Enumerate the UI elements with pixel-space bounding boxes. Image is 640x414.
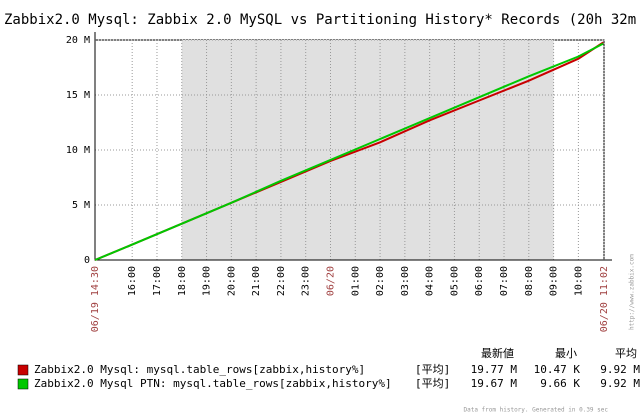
x-tick-label: 23:00	[301, 266, 312, 296]
stats-func: [平均]	[415, 363, 450, 376]
legend-label: Zabbix2.0 Mysql: mysql.table_rows[zabbix…	[34, 363, 365, 376]
stats-header: 最小	[555, 347, 577, 360]
stats-value: 19.77 M	[471, 363, 518, 376]
y-tick-label: 5 M	[72, 200, 90, 211]
x-tick-label: 17:00	[152, 266, 163, 296]
x-tick-label: 09:00	[549, 266, 560, 296]
y-tick-label: 0	[84, 255, 90, 266]
stats-value: 10.47 K	[534, 363, 581, 376]
stats-value: 9.92 M	[600, 377, 640, 390]
x-tick-label: 08:00	[524, 266, 535, 296]
legend-swatch	[17, 378, 29, 390]
x-tick-label: 01:00	[350, 266, 361, 296]
y-tick-label: 15 M	[66, 90, 90, 101]
stats-value: 19.67 M	[471, 377, 518, 390]
x-tick-label: 07:00	[499, 266, 510, 296]
x-tick-label: 06/19 14:30	[90, 266, 101, 332]
x-tick-label: 02:00	[375, 266, 386, 296]
x-tick-label: 16:00	[127, 266, 138, 296]
legend-swatch	[17, 364, 29, 376]
stats-value: 9.66 K	[540, 377, 580, 390]
x-tick-label: 20:00	[226, 266, 237, 296]
series-line	[94, 42, 604, 261]
x-tick-label: 18:00	[177, 266, 188, 296]
x-tick-label: 05:00	[449, 266, 460, 296]
stats-func: [平均]	[415, 377, 450, 390]
x-tick-label: 19:00	[202, 266, 213, 296]
x-tick-label: 03:00	[400, 266, 411, 296]
y-tick-label: 20 M	[66, 35, 90, 46]
x-tick-label: 22:00	[276, 266, 287, 296]
chart-title: Zabbix2.0 Mysql: Zabbix 2.0 MySQL vs Par…	[4, 12, 640, 28]
stats-value: 9.92 M	[600, 363, 640, 376]
legend-label: Zabbix2.0 Mysql PTN: mysql.table_rows[za…	[34, 377, 392, 390]
x-tick-label: 06/20	[325, 266, 336, 296]
footer: Data from history. Generated in 0.39 sec	[464, 407, 609, 414]
side-text: http://www.zabbix.com	[629, 254, 636, 330]
x-tick-label: 04:00	[425, 266, 436, 296]
x-tick-label: 10:00	[573, 266, 584, 296]
stats-header: 平均	[615, 347, 637, 360]
stats-header: 最新値	[481, 346, 514, 360]
x-tick-label: 06/20 11:02	[599, 266, 610, 332]
x-tick-label: 06:00	[474, 266, 485, 296]
x-tick-label: 21:00	[251, 266, 262, 296]
y-tick-label: 10 M	[66, 145, 90, 156]
